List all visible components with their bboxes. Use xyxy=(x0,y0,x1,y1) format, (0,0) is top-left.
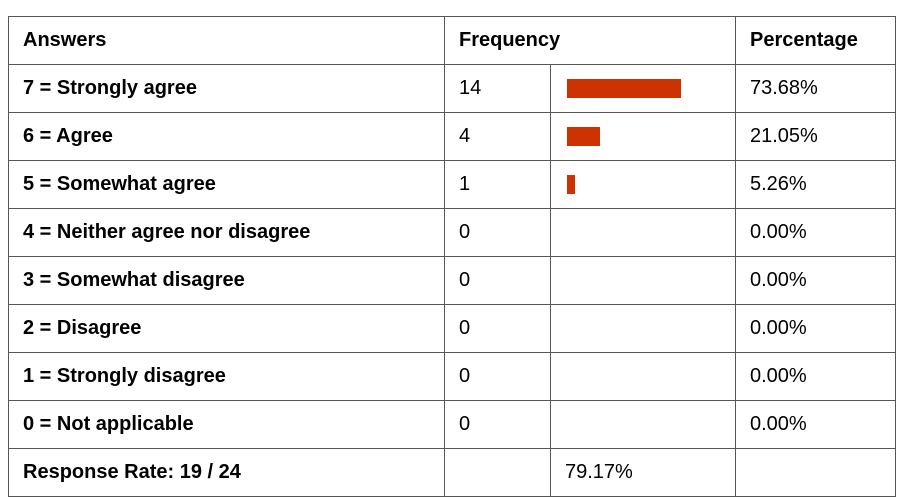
bar xyxy=(567,127,600,146)
bar-cell xyxy=(550,208,736,257)
percentage-cell: 0.00% xyxy=(735,352,896,401)
frequency-cell: 0 xyxy=(444,256,551,305)
bar-cell xyxy=(550,352,736,401)
bar xyxy=(567,79,681,98)
answer-cell: 7 = Strongly agree xyxy=(8,64,445,113)
header-cell: Frequency xyxy=(444,16,736,65)
footer-row: Response Rate: 19 / 24 79.17% xyxy=(8,448,896,497)
answer-cell: 2 = Disagree xyxy=(8,304,445,353)
bar xyxy=(567,175,576,194)
bar-cell xyxy=(550,304,736,353)
frequency-table: Answers Frequency Percentage 7 = Strongl… xyxy=(8,16,896,497)
page: Answers Frequency Percentage 7 = Strongl… xyxy=(8,16,896,497)
bar-cell xyxy=(550,64,736,113)
answer-cell: 3 = Somewhat disagree xyxy=(8,256,445,305)
frequency-cell: 1 xyxy=(444,160,551,209)
percentage-cell: 21.05% xyxy=(735,112,896,161)
answer-cell: 0 = Not applicable xyxy=(8,400,445,449)
header-row: Answers Frequency Percentage xyxy=(8,16,896,65)
row: 0 = Not applicable 0 0.00% xyxy=(8,400,896,449)
frequency-cell: 4 xyxy=(444,112,551,161)
percentage-cell: 0.00% xyxy=(735,400,896,449)
percentage-cell: 0.00% xyxy=(735,208,896,257)
percentage-cell: 5.26% xyxy=(735,160,896,209)
frequency-cell: 0 xyxy=(444,208,551,257)
header-cell: Answers xyxy=(8,16,445,65)
frequency-cell: 0 xyxy=(444,352,551,401)
row: 1 = Strongly disagree 0 0.00% xyxy=(8,352,896,401)
row: 5 = Somewhat agree 1 5.26% xyxy=(8,160,896,209)
bar-cell xyxy=(550,160,736,209)
row: 7 = Strongly agree 14 73.68% xyxy=(8,64,896,113)
frequency-cell: 0 xyxy=(444,400,551,449)
bar-cell xyxy=(550,256,736,305)
answer-cell: 4 = Neither agree nor disagree xyxy=(8,208,445,257)
bar-cell xyxy=(550,400,736,449)
percentage-cell: 73.68% xyxy=(735,64,896,113)
row: 2 = Disagree 0 0.00% xyxy=(8,304,896,353)
empty-cell xyxy=(735,448,896,497)
answer-cell: 6 = Agree xyxy=(8,112,445,161)
table-body: 7 = Strongly agree 14 73.68% 6 = Agree 4 21.0… xyxy=(8,64,896,497)
percentage-cell: 0.00% xyxy=(735,304,896,353)
frequency-cell: 0 xyxy=(444,304,551,353)
bar-cell xyxy=(550,112,736,161)
answer-cell: 1 = Strongly disagree xyxy=(8,352,445,401)
footer-label: Response Rate: 19 / 24 xyxy=(8,448,445,497)
frequency-cell: 14 xyxy=(444,64,551,113)
empty-cell xyxy=(444,448,551,497)
row: 3 = Somewhat disagree 0 0.00% xyxy=(8,256,896,305)
percentage-cell: 0.00% xyxy=(735,256,896,305)
answer-cell: 5 = Somewhat agree xyxy=(8,160,445,209)
row: 4 = Neither agree nor disagree 0 0.00% xyxy=(8,208,896,257)
footer-rate: 79.17% xyxy=(550,448,736,497)
header-cell: Percentage xyxy=(735,16,896,65)
row: 6 = Agree 4 21.05% xyxy=(8,112,896,161)
